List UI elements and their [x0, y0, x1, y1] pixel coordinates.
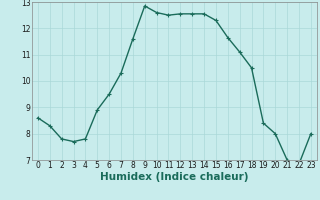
X-axis label: Humidex (Indice chaleur): Humidex (Indice chaleur) — [100, 172, 249, 182]
